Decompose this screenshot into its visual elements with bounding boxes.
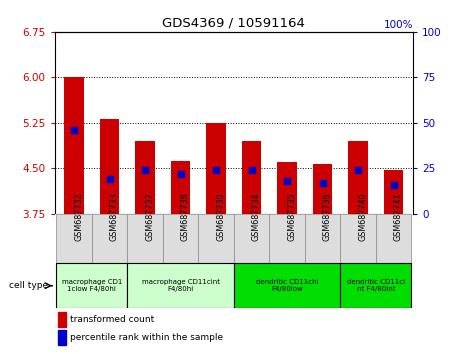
Bar: [207, 123, 226, 214]
Text: GSM687734: GSM687734: [252, 193, 261, 241]
Text: percentile rank within the sample: percentile rank within the sample: [70, 333, 223, 342]
Bar: [313, 164, 332, 214]
Bar: [269, 214, 305, 263]
Bar: [58, 330, 66, 345]
Bar: [57, 263, 127, 308]
Bar: [65, 78, 84, 214]
Text: GSM687733: GSM687733: [110, 193, 119, 241]
Bar: [135, 141, 155, 214]
Text: dendritic CD11ci
nt F4/80int: dendritic CD11ci nt F4/80int: [347, 279, 405, 292]
Bar: [242, 141, 261, 214]
Text: GSM687740: GSM687740: [358, 193, 367, 241]
Text: cell type: cell type: [10, 281, 48, 290]
Bar: [305, 214, 341, 263]
Text: GSM687739: GSM687739: [216, 193, 225, 241]
Bar: [58, 312, 66, 327]
Text: macrophage CD1
1clow F4/80hi: macrophage CD1 1clow F4/80hi: [62, 279, 122, 292]
Text: macrophage CD11cint
F4/80hi: macrophage CD11cint F4/80hi: [142, 279, 219, 292]
Text: transformed count: transformed count: [70, 315, 154, 324]
Bar: [171, 161, 190, 214]
Bar: [277, 162, 297, 214]
Bar: [341, 263, 411, 308]
Text: GSM687737: GSM687737: [145, 193, 154, 241]
Text: GSM687732: GSM687732: [74, 193, 83, 241]
Bar: [234, 263, 341, 308]
Text: dendritic CD11chi
F4/80low: dendritic CD11chi F4/80low: [256, 279, 319, 292]
Title: GDS4369 / 10591164: GDS4369 / 10591164: [162, 16, 305, 29]
Text: GSM687738: GSM687738: [180, 193, 190, 241]
Text: GSM687736: GSM687736: [323, 193, 332, 241]
Bar: [199, 214, 234, 263]
Text: GSM687741: GSM687741: [394, 193, 403, 241]
Bar: [341, 214, 376, 263]
Bar: [376, 214, 411, 263]
Bar: [384, 170, 403, 214]
Text: 100%: 100%: [384, 20, 413, 30]
Text: GSM687735: GSM687735: [287, 193, 296, 241]
Bar: [349, 141, 368, 214]
Bar: [234, 214, 269, 263]
Bar: [57, 214, 92, 263]
Bar: [127, 263, 234, 308]
Bar: [163, 214, 199, 263]
Bar: [92, 214, 127, 263]
Bar: [100, 119, 119, 214]
Bar: [127, 214, 163, 263]
